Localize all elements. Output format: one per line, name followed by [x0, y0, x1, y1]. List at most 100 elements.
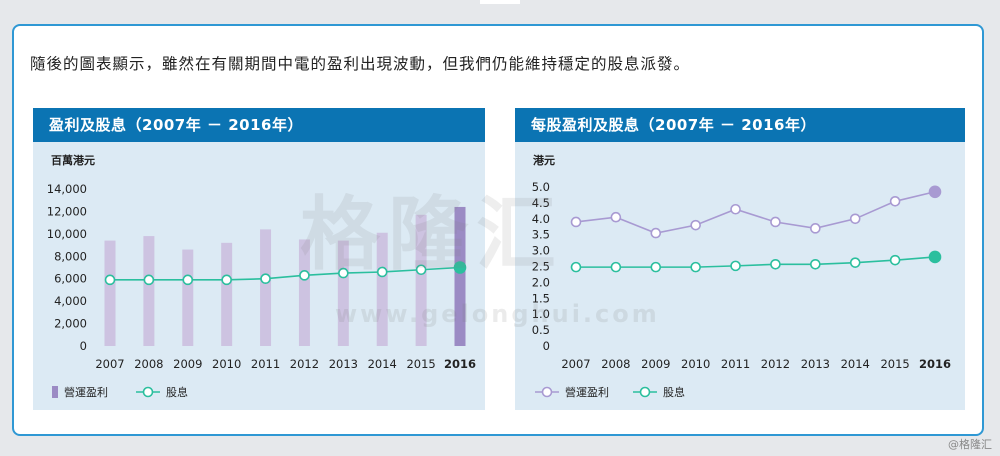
y-axis-unit-label: 百萬港元 [51, 153, 95, 167]
data-point [690, 261, 701, 273]
data-point [221, 274, 232, 286]
data-point [453, 261, 467, 274]
data-point [849, 213, 861, 225]
x-tick-label: 2009 [641, 357, 670, 371]
legend-bar-swatch [52, 386, 58, 398]
x-tick-label: 2016 [444, 357, 476, 371]
bar-operating-earnings [415, 214, 427, 346]
series-line [576, 256, 936, 268]
watermark-url: www.gelonghui.com [335, 300, 660, 328]
bar-operating-earnings [337, 240, 349, 346]
watermark-logo-text: 格隆汇 [300, 188, 564, 281]
y-tick-label: 14,000 [47, 182, 87, 196]
legend-marker [639, 386, 651, 398]
legend-marker [142, 386, 154, 398]
x-tick-label: 2012 [290, 357, 319, 371]
x-tick-label: 2008 [601, 357, 630, 371]
data-point [928, 250, 942, 264]
data-point [730, 203, 741, 215]
y-tick-label: 3.5 [532, 228, 550, 242]
data-point [376, 266, 388, 278]
y-tick-label: 2.0 [532, 275, 550, 289]
x-tick-label: 2010 [212, 357, 241, 371]
y-tick-label: 0 [80, 339, 87, 353]
x-tick-label: 2013 [329, 357, 358, 371]
y-tick-label: 2,000 [54, 317, 87, 331]
y-tick-label: 10,000 [47, 227, 87, 241]
y-tick-label: 12,000 [47, 204, 87, 218]
y-tick-label: 8,000 [54, 249, 87, 263]
data-point [889, 254, 901, 266]
data-point [889, 196, 901, 207]
data-point [610, 261, 622, 273]
x-tick-label: 2009 [173, 357, 202, 371]
bar-operating-earnings [298, 239, 310, 346]
bar-operating-earnings [104, 240, 116, 346]
x-tick-label: 2014 [841, 357, 870, 371]
data-point [928, 185, 942, 199]
legend-label: 股息 [663, 385, 685, 399]
profit-dividend-panel: 盈利及股息（2007年 － 2016年） 百萬港元 14,000 12,000 10,… [33, 108, 485, 410]
x-tick-label: 2011 [251, 357, 280, 371]
bar-operating-earnings [376, 232, 388, 346]
x-tick-label: 2010 [681, 357, 710, 371]
y-tick-label: 0.5 [532, 323, 550, 337]
x-tick-label: 2012 [761, 357, 790, 371]
data-point [610, 211, 622, 223]
x-tick-label: 2014 [368, 357, 397, 371]
data-point [570, 261, 582, 273]
legend-label: 營運盈利 [64, 386, 108, 399]
legend-label: 營運盈利 [565, 386, 609, 399]
data-point [104, 274, 116, 286]
y-axis-unit-label: 港元 [533, 153, 555, 167]
bar-operating-earnings [260, 229, 272, 346]
series-line [575, 190, 936, 234]
headline-text: 隨後的圖表顯示，雖然在有關期間中電的盈利出現波動，但我們仍能維持穩定的股息派發。 [30, 55, 691, 73]
data-point [338, 267, 349, 279]
data-point [849, 257, 861, 268]
y-tick-label: 3.0 [532, 244, 550, 258]
y-tick-label: 1.5 [532, 291, 550, 305]
data-point [810, 258, 821, 270]
y-tick-label: 0 [543, 339, 550, 353]
data-point [415, 264, 427, 276]
data-point [260, 273, 271, 285]
x-tick-label: 2013 [801, 357, 830, 371]
bar-operating-earnings [454, 206, 466, 346]
eps-dps-panel: 每股盈利及股息（2007年 － 2016年） 港元 5.0 4.5 4.0 3.5 3.0… [515, 108, 965, 410]
data-point [182, 274, 194, 286]
x-tick-label: 2015 [406, 357, 435, 371]
bar-operating-earnings [221, 242, 233, 346]
y-tick-label: 6,000 [54, 272, 87, 286]
y-tick-label: 4.0 [532, 212, 550, 226]
data-point [770, 216, 781, 228]
bar-operating-earnings [182, 249, 194, 346]
y-tick-label: 4,000 [54, 294, 87, 308]
data-point [690, 219, 701, 231]
panel-title: 每股盈利及股息（2007年 － 2016年） [515, 108, 965, 142]
panel-title: 盈利及股息（2007年 － 2016年） [33, 108, 485, 142]
data-point [143, 274, 155, 286]
data-point [650, 261, 662, 273]
x-tick-label: 2007 [95, 357, 124, 371]
data-point [770, 258, 781, 270]
bar-operating-earnings [143, 236, 155, 346]
data-point [299, 270, 310, 281]
x-tick-label: 2016 [919, 357, 951, 371]
legend-marker [541, 386, 553, 398]
x-tick-label: 2008 [134, 357, 163, 371]
y-tick-label: 2.5 [532, 260, 550, 274]
profit-dividend-chart: 百萬港元 14,000 12,000 10,000 8,000 6,000 4,000 2,0… [47, 153, 476, 399]
corner-tag: @格隆汇 [948, 438, 992, 451]
x-tick-label: 2015 [880, 357, 909, 371]
y-tick-label: 5.0 [532, 180, 550, 194]
data-point [650, 227, 662, 239]
x-tick-label: 2007 [561, 357, 590, 371]
legend-label: 股息 [166, 385, 188, 399]
data-point [570, 216, 582, 228]
y-tick-label: 4.5 [532, 196, 550, 210]
y-tick-label: 1.0 [532, 307, 550, 321]
data-point [810, 223, 821, 234]
eps-dps-chart: 港元 5.0 4.5 4.0 3.5 3.0 2.52.0 1.5 1.0 0.5 0 2007 200… [532, 153, 951, 399]
x-tick-label: 2011 [721, 357, 750, 371]
